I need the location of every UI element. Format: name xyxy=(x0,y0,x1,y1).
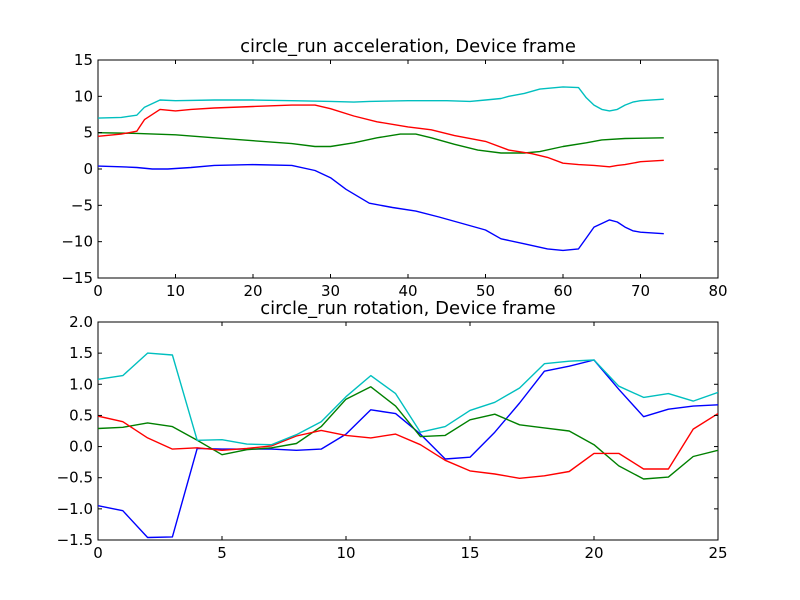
rotation-xtick-label: 20 xyxy=(584,544,603,562)
rotation-ytick-label: 2.0 xyxy=(69,313,93,331)
acceleration-xtick-label: 10 xyxy=(166,282,185,300)
rotation-ytick-label: 1.5 xyxy=(69,344,93,362)
acceleration-title: circle_run acceleration, Device frame xyxy=(240,36,576,57)
acceleration-series-green xyxy=(98,132,664,154)
rotation-tick-layer: 0 5 10 15 20 25 −1.5 −1.0 −0.5 0.0 0.5 1.0 1.5 2.0 xyxy=(57,313,728,562)
rotation-series-red xyxy=(98,413,718,479)
acceleration-series-red xyxy=(98,104,664,168)
acceleration-series-cyan xyxy=(98,86,664,119)
rotation-series-cyan xyxy=(98,352,718,446)
rotation-axes-frame xyxy=(97,321,719,541)
rotation-xtick-label: 25 xyxy=(708,544,727,562)
acceleration-plot: 0 10 20 30 40 50 60 70 80 −15 −10 −5 0 5 10 15 circle_r… xyxy=(61,36,727,300)
acceleration-ytick-label: −15 xyxy=(61,269,93,287)
acceleration-xtick-label: 50 xyxy=(476,282,495,300)
acceleration-series-layer xyxy=(98,86,664,252)
acceleration-xtick-label: 40 xyxy=(398,282,417,300)
acceleration-xtick-label: 80 xyxy=(708,282,727,300)
acceleration-xtick-label: 70 xyxy=(631,282,650,300)
acceleration-series-blue xyxy=(98,163,664,252)
acceleration-xtick-label: 20 xyxy=(243,282,262,300)
rotation-plot: 0 5 10 15 20 25 −1.5 −1.0 −0.5 0.0 0.5 1.0 1.5 2.0 ci… xyxy=(57,298,728,562)
rotation-xtick-label: 5 xyxy=(217,544,227,562)
acceleration-axes-frame xyxy=(97,59,719,279)
acceleration-tick-layer: 0 10 20 30 40 50 60 70 80 −15 −10 −5 0 5 10 15 xyxy=(61,51,727,300)
rotation-ytick-label: 0.0 xyxy=(69,438,93,456)
rotation-ytick-label: −0.5 xyxy=(57,469,93,487)
acceleration-ytick-label: −10 xyxy=(61,233,93,251)
rotation-ytick-label: 1.0 xyxy=(69,375,93,393)
acceleration-xtick-label: 0 xyxy=(93,282,103,300)
rotation-series-layer xyxy=(98,352,718,539)
rotation-xtick-label: 15 xyxy=(460,544,479,562)
acceleration-xtick-label: 60 xyxy=(553,282,572,300)
acceleration-ytick-label: 0 xyxy=(83,160,93,178)
rotation-ytick-label: 0.5 xyxy=(69,406,93,424)
acceleration-ytick-label: 5 xyxy=(83,124,93,142)
acceleration-ytick-label: −5 xyxy=(71,196,93,214)
rotation-xtick-label: 0 xyxy=(93,544,103,562)
rotation-series-green xyxy=(98,386,718,480)
rotation-title: circle_run rotation, Device frame xyxy=(260,298,556,319)
rotation-ytick-label: −1.5 xyxy=(57,531,93,549)
acceleration-xtick-label: 30 xyxy=(321,282,340,300)
rotation-ytick-label: −1.0 xyxy=(57,500,93,518)
rotation-xtick-label: 10 xyxy=(336,544,355,562)
acceleration-ytick-label: 10 xyxy=(74,87,93,105)
acceleration-ytick-label: 15 xyxy=(74,51,93,69)
